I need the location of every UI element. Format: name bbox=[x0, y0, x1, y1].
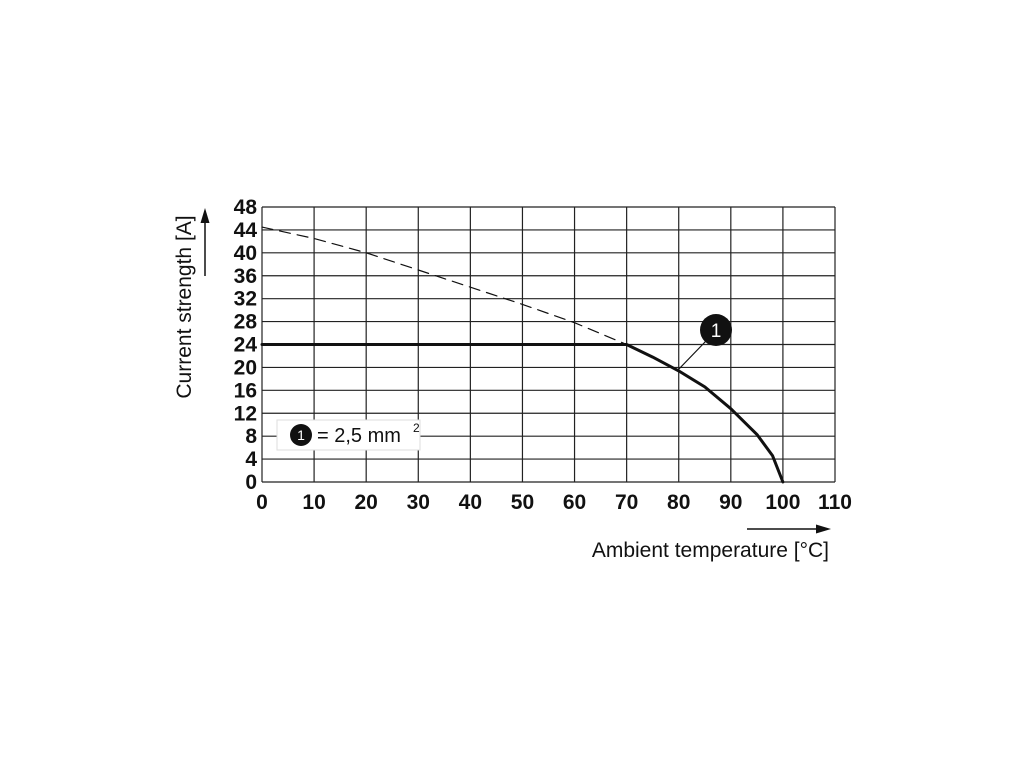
x-tick-label: 80 bbox=[667, 491, 690, 514]
x-tick-label: 10 bbox=[302, 491, 325, 514]
x-tick-label: 30 bbox=[407, 491, 430, 514]
y-tick-label: 24 bbox=[234, 334, 258, 357]
series-line-solid bbox=[260, 343, 785, 484]
y-tick-label: 16 bbox=[234, 379, 257, 402]
x-tick-label: 110 bbox=[818, 491, 852, 514]
series-line-dashed bbox=[261, 226, 628, 346]
x-tick-label: 20 bbox=[355, 491, 378, 514]
legend-marker bbox=[290, 424, 312, 446]
x-axis-ticks: 0 10 20 30 40 50 60 70 80 90 100 110 bbox=[256, 491, 852, 514]
y-axis-title: Current strength [A] bbox=[173, 215, 196, 398]
curve-annotation: 1 bbox=[676, 314, 732, 372]
x-tick-label: 100 bbox=[765, 491, 800, 514]
chart-grid bbox=[261, 206, 836, 483]
chart-series bbox=[260, 226, 785, 484]
y-tick-label: 44 bbox=[234, 219, 258, 242]
y-tick-label: 20 bbox=[234, 356, 257, 379]
y-tick-label: 8 bbox=[245, 425, 257, 448]
y-tick-label: 36 bbox=[234, 265, 257, 288]
x-tick-label: 50 bbox=[511, 491, 534, 514]
y-tick-label: 28 bbox=[234, 311, 258, 334]
legend-marker-label: 1 bbox=[297, 427, 305, 443]
annotation-marker bbox=[700, 314, 732, 346]
y-tick-label: 0 bbox=[245, 471, 257, 494]
legend-superscript: 2 bbox=[413, 421, 420, 435]
y-tick-label: 40 bbox=[234, 242, 257, 265]
y-tick-label: 4 bbox=[245, 448, 257, 471]
x-tick-label: 60 bbox=[563, 491, 586, 514]
x-tick-label: 90 bbox=[719, 491, 742, 514]
x-tick-label: 40 bbox=[459, 491, 482, 514]
y-tick-label: 48 bbox=[234, 196, 258, 219]
x-axis-title: Ambient temperature [°C] bbox=[592, 539, 829, 562]
legend: 1 = 2,5 mm 2 bbox=[276, 419, 421, 451]
legend-label: = 2,5 mm bbox=[317, 425, 401, 447]
y-tick-label: 12 bbox=[234, 402, 257, 425]
x-tick-label: 70 bbox=[615, 491, 638, 514]
x-axis-arrow bbox=[747, 524, 831, 534]
y-tick-label: 32 bbox=[234, 288, 257, 311]
annotation-marker-label: 1 bbox=[711, 321, 722, 342]
x-tick-label: 0 bbox=[256, 491, 268, 514]
y-axis-arrow bbox=[200, 208, 210, 276]
